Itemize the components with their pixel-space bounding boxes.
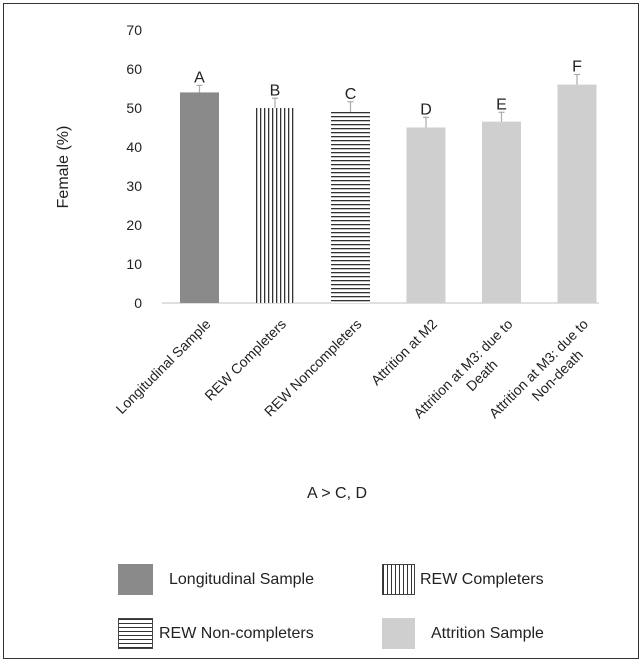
- legend-label: Attrition Sample: [431, 624, 544, 642]
- bar: [331, 111, 370, 304]
- legend-item-rew-noncompleters: REW Non-completers: [118, 618, 314, 649]
- bar-letter-label: C: [345, 86, 357, 103]
- y-tick-label: 60: [126, 61, 142, 77]
- y-tick-label: 10: [126, 256, 142, 272]
- legend-item-attrition: Attrition Sample: [382, 618, 544, 649]
- bar: [557, 84, 597, 303]
- bar: [406, 127, 446, 303]
- bar-letter-label: B: [270, 82, 281, 99]
- x-tick-label: Longitudinal Sample: [113, 316, 214, 417]
- bar: [482, 121, 521, 304]
- legend-label: REW Completers: [420, 570, 544, 588]
- legend-label: REW Non-completers: [159, 624, 314, 642]
- legend-item-longitudinal: Longitudinal Sample: [118, 564, 314, 595]
- bar-chart: 0 10 20 30 40 50 60 70 A B C D E F Longitudinal Samp…: [55, 22, 599, 502]
- y-axis-label: Female (%): [55, 126, 72, 209]
- legend-item-rew-completers: REW Completers: [382, 564, 544, 595]
- legend-swatch-hstripe: [118, 618, 153, 649]
- x-axis-label: A > C, D: [307, 485, 367, 502]
- x-tick-label: Attrition at M2: [368, 316, 441, 389]
- bar-letter-label: A: [194, 69, 205, 86]
- legend-swatch-vstripe: [382, 564, 415, 595]
- y-tick-label: 40: [126, 139, 142, 155]
- legend-swatch-light: [382, 618, 415, 649]
- y-axis-ticks: 0 10 20 30 40 50 60 70: [126, 22, 142, 311]
- legend-label: Longitudinal Sample: [169, 570, 314, 588]
- y-tick-label: 0: [134, 295, 142, 311]
- bar-letter-label: F: [572, 58, 582, 75]
- y-tick-label: 30: [126, 178, 142, 194]
- bars-group: A B C D E F: [180, 58, 597, 304]
- bar-letter-label: E: [496, 96, 507, 113]
- x-tick-label: REW Completers: [201, 316, 289, 404]
- bar: [180, 92, 219, 304]
- y-tick-label: 50: [126, 100, 142, 116]
- legend-swatch-dark: [118, 564, 153, 595]
- y-tick-label: 70: [126, 22, 142, 38]
- figure-frame: 0 10 20 30 40 50 60 70 A B C D E F Longitudinal Samp…: [3, 3, 639, 659]
- bar: [255, 108, 295, 303]
- y-tick-label: 20: [126, 217, 142, 233]
- bar-letter-label: D: [420, 101, 432, 118]
